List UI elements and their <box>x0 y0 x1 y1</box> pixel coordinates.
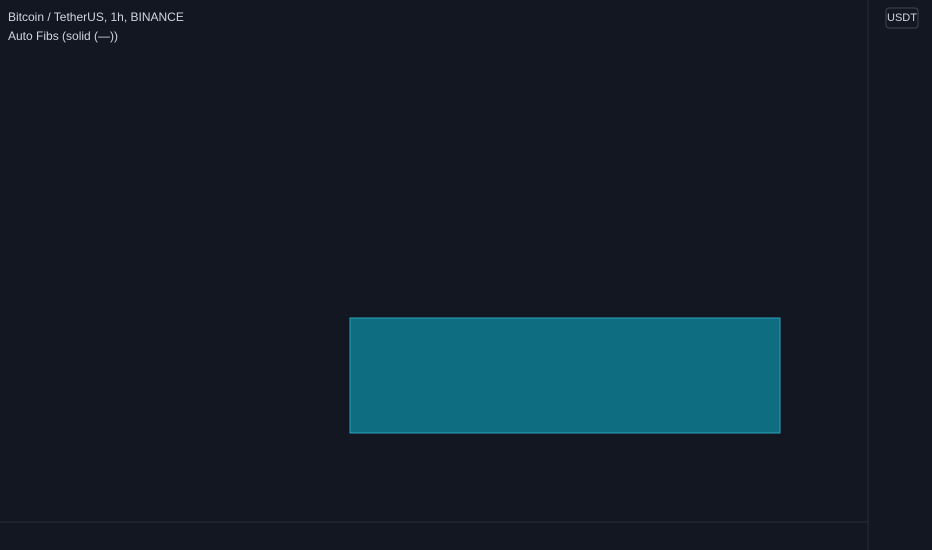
chart-title: Bitcoin / TetherUS, 1h, BINANCE <box>8 10 184 24</box>
note-box <box>349 317 781 434</box>
currency-label[interactable]: USDT <box>887 12 917 24</box>
indicator-label: Auto Fibs (solid (—)) <box>8 29 118 43</box>
currency-button[interactable] <box>885 7 919 29</box>
note-background <box>349 317 781 434</box>
